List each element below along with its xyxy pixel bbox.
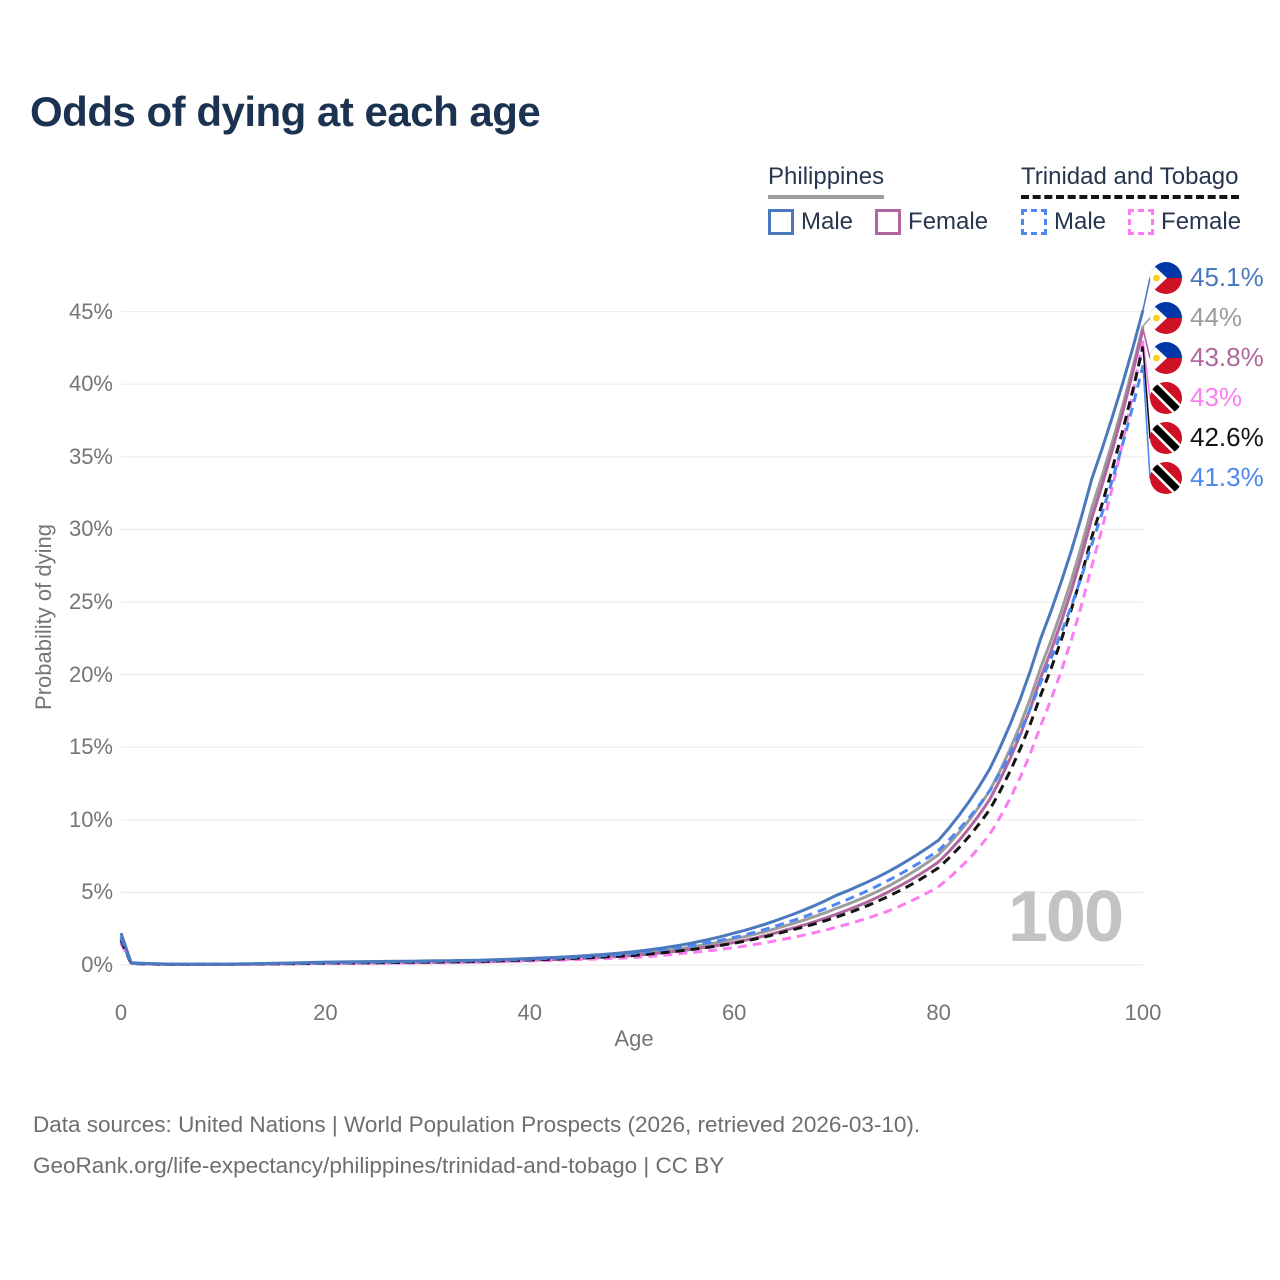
legend-item-philippines-male[interactable]: Male: [768, 208, 853, 236]
page-title: Odds of dying at each age: [30, 88, 541, 135]
x-tick-label: 60: [721, 1000, 747, 1025]
philippines-flag-icon: [1150, 262, 1182, 294]
trinidad-female-swatch-icon: [1128, 209, 1155, 235]
y-tick-label: 40%: [68, 371, 113, 397]
x-axis-title: Age: [614, 1026, 654, 1051]
legend-title-trinidad-and-tobago: Trinidad and Tobago: [1021, 163, 1239, 199]
x-tick-label: 80: [926, 1000, 951, 1025]
y-tick-label: 45%: [68, 298, 113, 324]
series-line-trinidad-and-tobago-male[interactable]: [119, 364, 1145, 966]
philippines-flag-icon: [1150, 342, 1182, 374]
legend-group-philippines: Philippines Male Female: [768, 163, 988, 236]
chart-plot-area: 100: [119, 277, 1156, 966]
end-value-label-philippines-male: 45.1%: [1190, 262, 1264, 292]
end-value-label-philippines: 44%: [1190, 302, 1243, 332]
end-value-label-trinidad-and-tobago: 42.6%: [1190, 422, 1264, 452]
legend-label: Male: [1054, 208, 1107, 235]
philippines-flag-icon: [1150, 302, 1182, 334]
legend-group-trinidad-and-tobago: Trinidad and Tobago Male Female: [1021, 163, 1241, 236]
trinidad-and-tobago-flag-icon: [1150, 382, 1182, 414]
legend-label: Female: [1161, 208, 1242, 235]
legend-title-philippines: Philippines: [768, 163, 885, 199]
trinidad-and-tobago-flag-icon: [1150, 422, 1182, 454]
footer-attribution: GeoRank.org/life-expectancy/philippines/…: [33, 1153, 725, 1178]
legend-label: Female: [908, 208, 989, 235]
footer: Data sources: United Nations | World Pop…: [33, 1104, 920, 1186]
end-value-label-trinidad-and-tobago-female: 43%: [1190, 382, 1243, 412]
y-tick-label: 15%: [68, 734, 113, 760]
trinidad-male-swatch-icon: [1021, 209, 1047, 235]
legend-item-trinidad-male[interactable]: Male: [1021, 208, 1106, 236]
series-line-philippines-male[interactable]: [119, 309, 1145, 966]
y-tick-label: 25%: [68, 589, 113, 614]
y-tick-label: 30%: [68, 516, 113, 542]
y-axis-title: Probability of dying: [31, 524, 56, 710]
series-line-trinidad-and-tobago-female[interactable]: [119, 340, 1145, 966]
y-tick-label: 20%: [68, 661, 113, 687]
footer-data-sources: Data sources: United Nations | World Pop…: [33, 1112, 921, 1137]
y-tick-label: 0%: [81, 952, 113, 977]
philippines-female-swatch-icon: [875, 209, 902, 235]
series-line-philippines-female[interactable]: [119, 328, 1145, 966]
legend-item-trinidad-female[interactable]: Female: [1128, 208, 1241, 236]
series-line-trinidad-and-tobago[interactable]: [119, 346, 1145, 966]
age-watermark: 100: [1008, 877, 1122, 957]
end-value-label-philippines-female: 43.8%: [1190, 342, 1264, 372]
y-tick-label: 10%: [68, 806, 113, 832]
legend-label: Male: [801, 208, 854, 235]
trinidad-and-tobago-flag-icon: [1150, 462, 1182, 494]
x-tick-label: 0: [114, 1000, 128, 1025]
x-tick-label: 40: [517, 1000, 543, 1025]
y-tick-label: 35%: [68, 443, 113, 469]
philippines-male-swatch-icon: [768, 209, 794, 235]
x-tick-label: 100: [1124, 1000, 1162, 1025]
series-line-philippines[interactable]: [119, 325, 1145, 966]
y-tick-label: 5%: [81, 879, 113, 905]
end-value-label-trinidad-and-tobago-male: 41.3%: [1190, 462, 1264, 492]
legend-item-philippines-female[interactable]: Female: [875, 208, 988, 236]
x-tick-label: 20: [313, 1000, 338, 1025]
